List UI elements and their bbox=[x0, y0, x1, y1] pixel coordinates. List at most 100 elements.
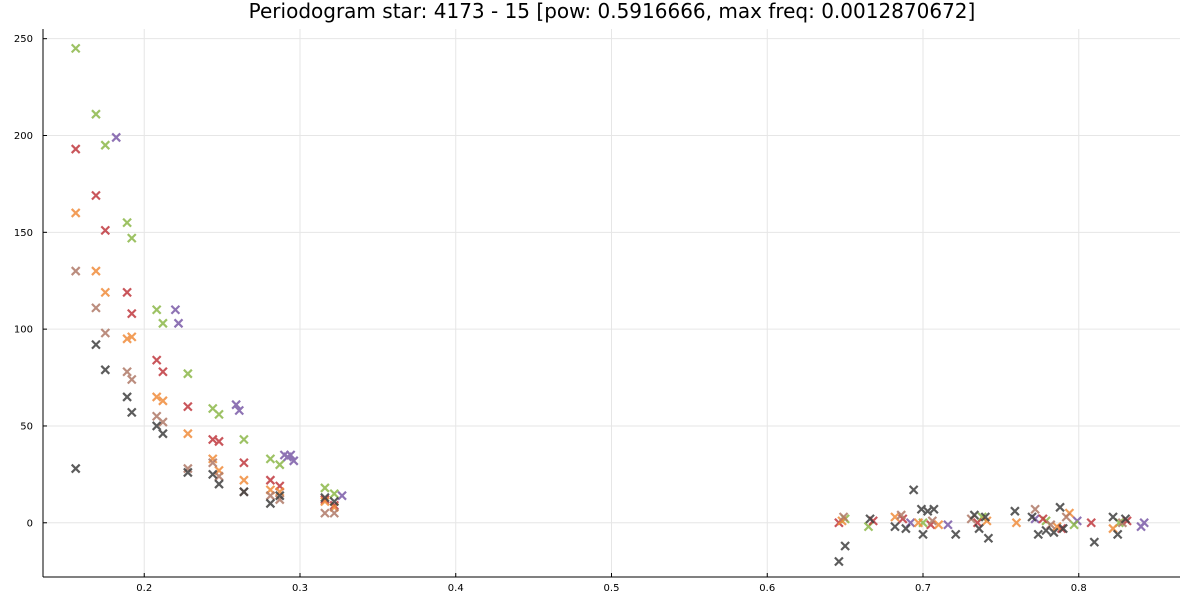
data-point bbox=[127, 407, 137, 418]
data-point bbox=[234, 405, 245, 416]
data-point bbox=[1010, 506, 1020, 516]
data-point bbox=[151, 304, 162, 315]
data-point bbox=[890, 521, 900, 532]
data-point bbox=[91, 266, 101, 276]
series-2 bbox=[70, 144, 1132, 534]
data-point bbox=[70, 144, 81, 154]
y-tick-label: 150 bbox=[14, 228, 33, 239]
data-point bbox=[274, 490, 285, 501]
data-point bbox=[933, 519, 944, 530]
data-point bbox=[127, 332, 137, 342]
data-point bbox=[127, 308, 137, 319]
data-point bbox=[158, 428, 168, 439]
data-point bbox=[1061, 512, 1072, 522]
data-point bbox=[183, 428, 193, 439]
data-point bbox=[865, 514, 875, 524]
data-point bbox=[231, 399, 241, 410]
data-points bbox=[70, 43, 1149, 567]
tick-labels: 0.2 0.3 0.4 0.5 0.6 0.7 0.8 0 50 100 150 200 250 bbox=[14, 34, 1087, 594]
data-point bbox=[100, 328, 111, 338]
data-point bbox=[158, 417, 168, 427]
x-tick-label: 0.6 bbox=[759, 583, 775, 594]
data-point bbox=[122, 217, 132, 228]
data-point bbox=[950, 529, 961, 540]
data-point bbox=[1120, 514, 1131, 524]
data-point bbox=[329, 488, 340, 499]
data-point bbox=[70, 463, 81, 474]
data-point bbox=[1011, 518, 1022, 528]
series-3 bbox=[70, 208, 1118, 534]
data-point bbox=[943, 519, 953, 530]
data-point bbox=[158, 318, 168, 329]
data-point bbox=[274, 459, 285, 470]
data-point bbox=[896, 510, 906, 520]
data-point bbox=[158, 366, 168, 377]
data-point bbox=[158, 396, 168, 406]
data-point bbox=[207, 469, 218, 480]
y-tick-label: 200 bbox=[14, 131, 33, 142]
data-point bbox=[980, 512, 991, 522]
data-point bbox=[1030, 504, 1040, 515]
data-point bbox=[207, 434, 218, 445]
data-point bbox=[122, 287, 132, 298]
grid-layer bbox=[43, 29, 1180, 577]
data-point bbox=[974, 523, 984, 534]
data-point bbox=[285, 450, 296, 460]
data-point bbox=[70, 266, 81, 276]
data-point bbox=[929, 504, 939, 515]
data-point bbox=[922, 506, 933, 516]
data-point bbox=[91, 303, 101, 313]
data-point bbox=[91, 190, 101, 201]
data-point bbox=[1033, 529, 1044, 540]
data-point bbox=[265, 454, 276, 464]
data-point bbox=[1108, 512, 1118, 522]
data-point bbox=[214, 471, 224, 482]
x-tick-label: 0.5 bbox=[604, 583, 620, 594]
data-point bbox=[1055, 502, 1065, 513]
data-point bbox=[1086, 518, 1096, 528]
data-point bbox=[1058, 523, 1068, 534]
data-point bbox=[265, 490, 276, 501]
data-point bbox=[927, 516, 938, 526]
series-4 bbox=[70, 266, 1128, 530]
data-point bbox=[337, 490, 347, 501]
data-point bbox=[916, 504, 927, 515]
data-point bbox=[838, 512, 849, 522]
data-point bbox=[214, 479, 224, 489]
x-tick-label: 0.7 bbox=[915, 583, 931, 594]
data-point bbox=[1112, 529, 1123, 540]
data-point bbox=[214, 436, 224, 447]
data-point bbox=[239, 475, 249, 485]
y-tick-label: 0 bbox=[27, 518, 33, 529]
data-point bbox=[122, 366, 132, 377]
data-point bbox=[983, 533, 994, 544]
data-point bbox=[100, 140, 111, 150]
data-point bbox=[207, 457, 218, 468]
data-point bbox=[70, 208, 81, 218]
data-point bbox=[183, 467, 193, 478]
data-point bbox=[1069, 519, 1079, 530]
data-point bbox=[91, 339, 101, 350]
data-point bbox=[834, 556, 844, 567]
data-point bbox=[840, 541, 850, 551]
x-tick-label: 0.4 bbox=[448, 583, 464, 594]
data-point bbox=[265, 498, 276, 509]
data-point bbox=[127, 374, 137, 385]
series-1 bbox=[70, 43, 1125, 532]
data-point bbox=[151, 421, 162, 431]
data-point bbox=[918, 529, 928, 540]
data-point bbox=[100, 287, 111, 298]
data-point bbox=[122, 392, 132, 402]
data-point bbox=[320, 494, 330, 505]
data-point bbox=[1041, 525, 1051, 536]
data-point bbox=[214, 409, 224, 420]
data-point bbox=[91, 109, 101, 119]
data-point bbox=[329, 496, 340, 507]
data-point bbox=[908, 485, 919, 495]
axis-layer bbox=[42, 29, 1180, 578]
series-5 bbox=[70, 339, 1131, 567]
y-tick-label: 100 bbox=[14, 325, 33, 336]
data-point bbox=[1027, 512, 1037, 522]
data-point bbox=[1049, 527, 1059, 538]
